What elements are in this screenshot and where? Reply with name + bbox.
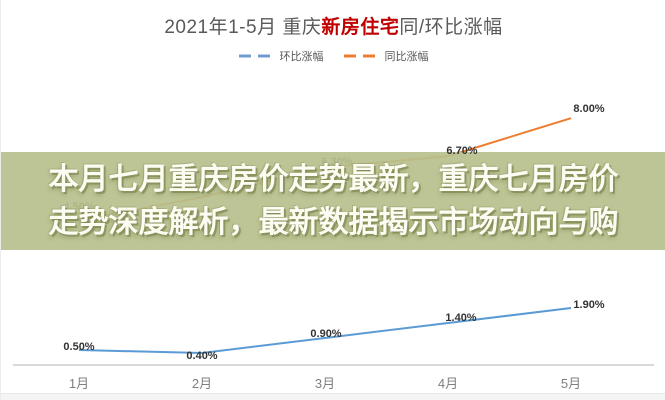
legend-label-mom: 环比涨幅 bbox=[279, 51, 324, 63]
data-label-yoy-5月: 8.00% bbox=[573, 103, 605, 116]
data-label-mom-5月: 1.90% bbox=[573, 299, 605, 311]
chart-title-prefix: 2021年1-5月 重庆 bbox=[164, 17, 322, 38]
headline-line-1: 本月七月重庆房价走势最新，重庆七月房价 bbox=[48, 163, 619, 196]
headline-overlay-band: 本月七月重庆房价走势最新，重庆七月房价 走势深度解析，最新数据揭示市场动向与购 bbox=[1, 152, 665, 250]
chart-title-highlight: 新房住宅 bbox=[321, 17, 400, 38]
legend-item-yoy: 同比涨幅 bbox=[343, 48, 429, 64]
chart-title-suffix: 同/环比涨幅 bbox=[399, 17, 503, 38]
x-tick-1月: 1月 bbox=[68, 376, 90, 391]
headline-line-2: 走势深度解析，最新数据揭示市场动向与购 bbox=[48, 206, 619, 239]
x-tick-4月: 4月 bbox=[437, 376, 459, 391]
data-label-mom-4月: 1.40% bbox=[445, 312, 477, 324]
x-axis-line bbox=[13, 364, 654, 366]
x-tick-5月: 5月 bbox=[560, 376, 582, 391]
legend-dash-mom-icon bbox=[238, 54, 276, 58]
x-tick-2月: 2月 bbox=[191, 376, 213, 391]
legend-item-mom: 环比涨幅 bbox=[238, 48, 324, 64]
legend-dash-yoy-icon bbox=[343, 54, 381, 58]
legend-label-yoy: 同比涨幅 bbox=[384, 51, 429, 63]
data-label-mom-1月: 0.50% bbox=[63, 341, 95, 353]
series-line-mom bbox=[78, 307, 572, 354]
bottom-edge-strip bbox=[1, 393, 665, 400]
chart-legend: 环比涨幅 同比涨幅 bbox=[1, 48, 665, 64]
data-label-mom-2月: 0.40% bbox=[186, 350, 218, 362]
x-tick-3月: 3月 bbox=[314, 376, 336, 391]
data-label-mom-3月: 0.90% bbox=[310, 328, 342, 340]
chart-title: 2021年1-5月 重庆新房住宅同/环比涨幅 bbox=[1, 12, 665, 39]
data-label-yoy-4月: 6.70% bbox=[446, 145, 478, 158]
